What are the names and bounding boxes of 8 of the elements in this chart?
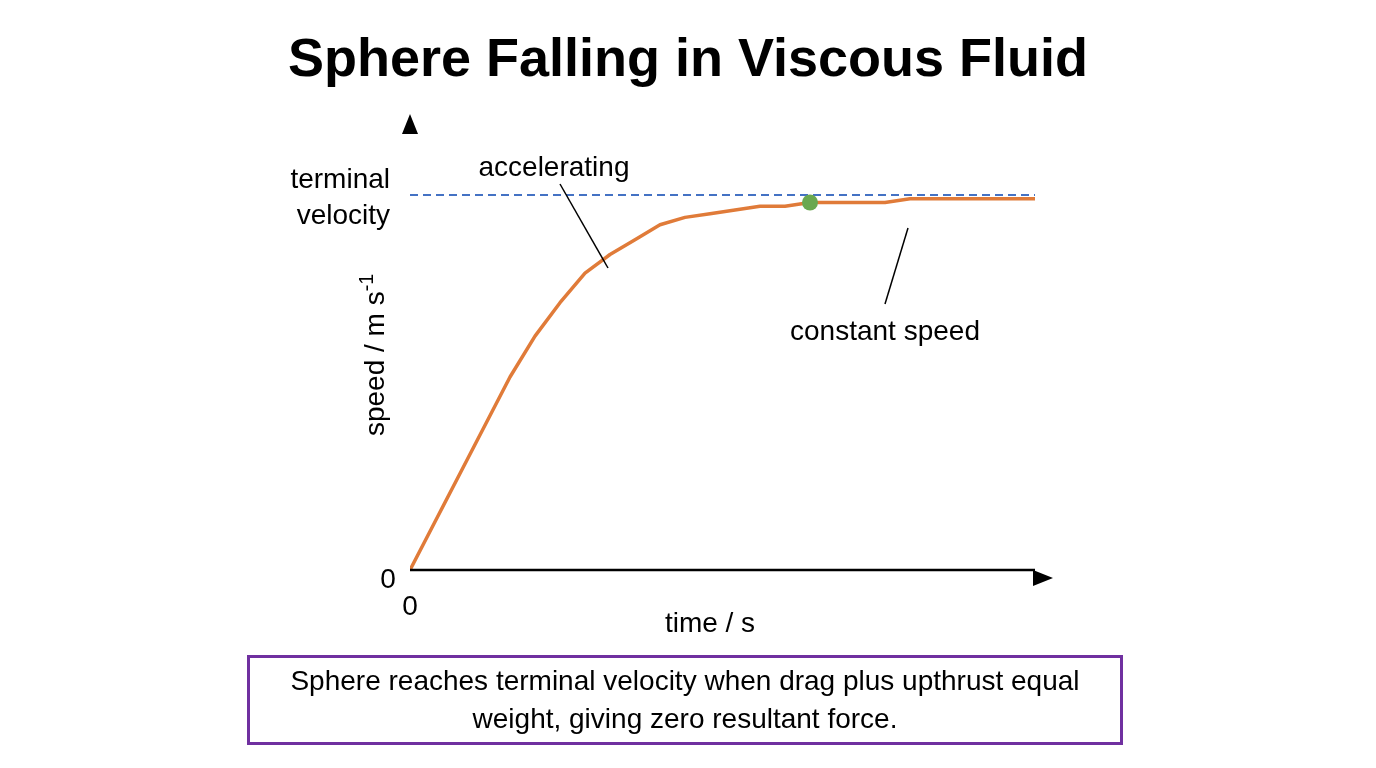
- text: accelerating: [478, 151, 630, 182]
- text: 0: [402, 590, 418, 621]
- ref-line-label: terminal velocity: [290, 163, 390, 231]
- chart-title: Sphere Falling in Viscous Fluid: [286, 26, 1090, 88]
- text: 0: [380, 563, 396, 594]
- caption-box: Sphere reaches terminal velocity when drag plus upthrust equal weight, giving zero resultant force.: [247, 655, 1123, 745]
- annotation: constant speed: [790, 315, 980, 346]
- x-axis-title: time / s: [664, 607, 756, 638]
